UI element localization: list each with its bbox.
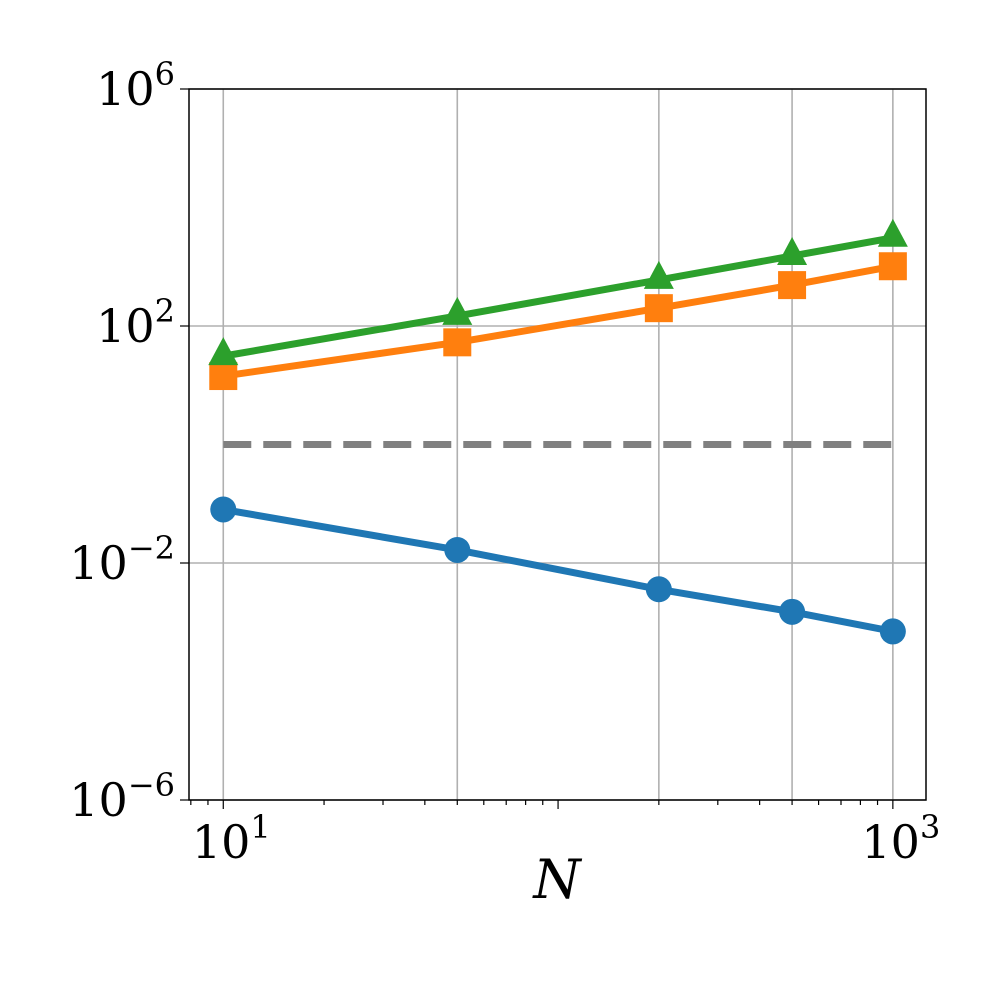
- circle-marker: [210, 496, 237, 523]
- minor-ticks: [180, 88, 894, 809]
- square-marker: [209, 362, 238, 391]
- axes-frame: [188, 88, 927, 801]
- y-tick-label: 106: [96, 55, 175, 116]
- y-axis-tick-labels: 106 102 10−2 10−6: [69, 55, 175, 827]
- circle-marker: [444, 536, 471, 563]
- y-tick-label: 10−6: [69, 766, 175, 827]
- plot-area: [208, 218, 908, 645]
- circle-marker: [645, 576, 672, 603]
- triangle-marker: [643, 260, 674, 289]
- series-blue-circle: [210, 496, 906, 645]
- triangle-marker: [877, 218, 908, 247]
- triangle-marker: [442, 296, 473, 325]
- square-marker: [878, 252, 907, 281]
- x-axis-tick-labels: 101 103: [192, 808, 940, 869]
- circle-marker: [779, 598, 806, 625]
- series-orange-square: [209, 252, 907, 391]
- x-tick-label: 101: [192, 808, 271, 869]
- series-green-triangle: [208, 218, 908, 366]
- y-tick-label: 102: [96, 292, 175, 353]
- circle-marker: [879, 618, 906, 645]
- x-tick-label: 103: [861, 808, 940, 869]
- x-axis-label: N: [531, 848, 582, 911]
- triangle-marker: [208, 337, 239, 366]
- y-tick-label: 10−2: [69, 529, 175, 590]
- square-marker: [778, 271, 807, 300]
- square-marker: [644, 294, 673, 323]
- triangle-marker: [777, 236, 808, 265]
- square-marker: [443, 328, 472, 357]
